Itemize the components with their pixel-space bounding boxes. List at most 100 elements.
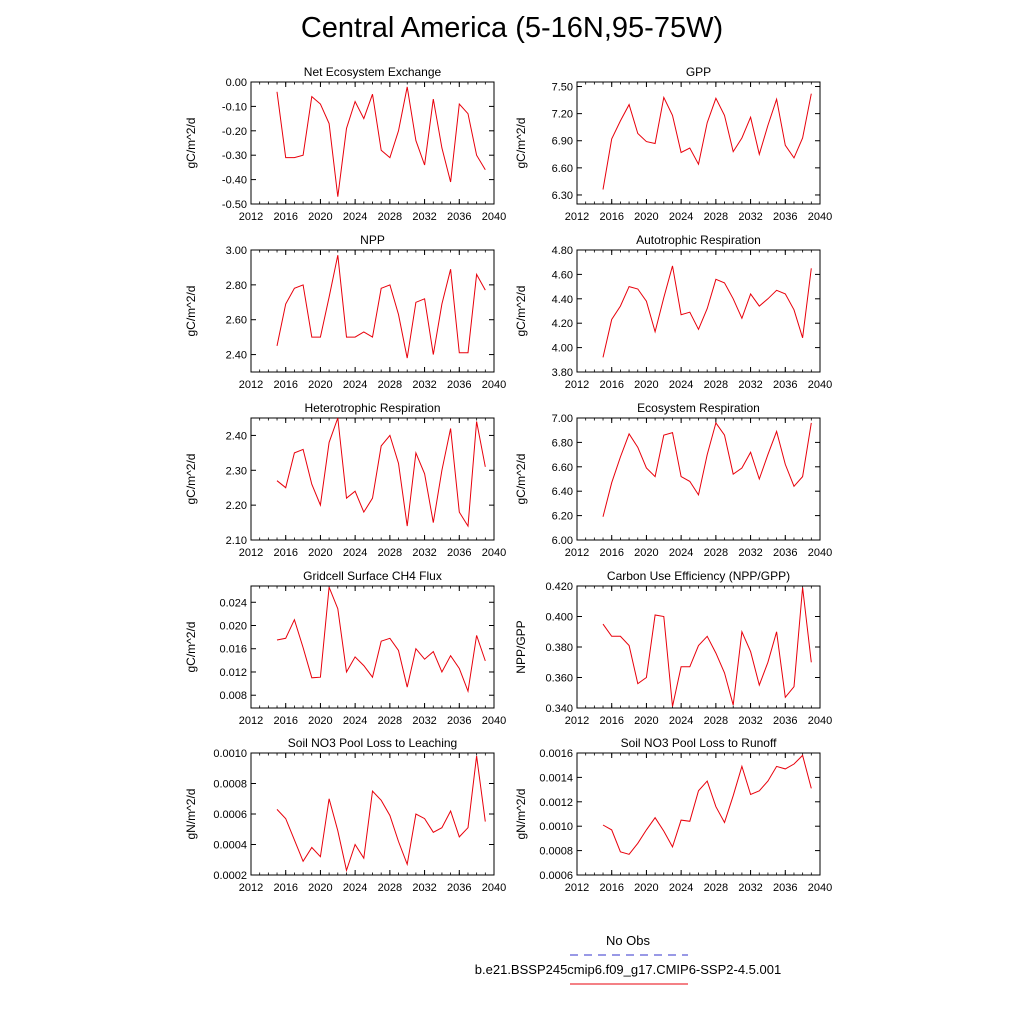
x-tick-label: 2040 [808,547,832,559]
x-tick-label: 2016 [273,211,297,223]
x-tick-label: 2040 [808,211,832,223]
x-tick-label: 2028 [704,211,728,223]
y-axis-label: gC/m^2/d [184,286,198,337]
y-axis-label: gC/m^2/d [184,622,198,673]
x-tick-label: 2036 [773,379,797,391]
y-tick-label: 0.0016 [539,748,573,760]
x-tick-label: 2040 [808,379,832,391]
figure-title: Central America (5-16N,95-75W) [300,12,724,44]
y-tick-label: 3.00 [226,245,247,257]
x-tick-label: 2028 [378,379,402,391]
chart-panel: Soil NO3 Pool Loss to Leaching 2012 2016 20… [184,736,506,894]
x-tick-label: 2036 [773,715,797,727]
x-tick-label: 2020 [308,379,332,391]
x-tick-label: 2020 [634,882,658,894]
x-tick-label: 2012 [239,882,263,894]
y-tick-label: 0.0006 [213,809,247,821]
plot-frame [576,752,821,876]
chart-panel: Autotrophic Respiration 2012 2016 2020 2024 2… [514,233,832,391]
x-tick-label: 2012 [565,882,589,894]
x-tick-label: 2028 [378,882,402,894]
y-tick-label: 0.0014 [539,772,573,784]
chart-panel: NPP 2012 2016 2020 2024 2028 2032 2036 2040 3.00 2… [184,233,506,391]
x-tick-label: 2016 [599,211,623,223]
y-tick-label: 2.30 [226,465,247,477]
x-tick-label: 2040 [482,547,506,559]
y-tick-label: 0.0010 [539,821,573,833]
y-tick-label: 0.0010 [213,748,247,760]
series-line [276,587,486,694]
y-axis-label: gC/m^2/d [184,118,198,169]
x-tick-label: 2028 [704,547,728,559]
y-tick-label: -0.40 [222,175,247,187]
chart-panel: Heterotrophic Respiration 2012 2016 2020 202… [184,401,506,559]
chart-title: GPP [686,65,711,79]
x-tick-label: 2036 [447,715,471,727]
plot-frame [576,249,821,373]
x-tick-label: 2024 [343,379,367,391]
y-tick-label: -0.10 [222,101,247,113]
x-tick-label: 2036 [447,211,471,223]
y-axis-label: gN/m^2/d [514,789,528,840]
y-tick-label: 0.008 [219,690,247,702]
legend-obs-label: No Obs [606,933,651,948]
y-tick-label: 0.0008 [539,846,573,858]
x-tick-label: 2024 [669,547,693,559]
x-tick-label: 2040 [482,882,506,894]
y-tick-label: 0.0008 [213,779,247,791]
x-tick-label: 2020 [634,379,658,391]
y-tick-label: 0.0006 [539,870,573,882]
y-tick-label: 7.00 [552,413,573,425]
x-tick-label: 2020 [308,547,332,559]
y-tick-label: 0.024 [219,597,247,609]
x-tick-label: 2032 [738,379,762,391]
y-tick-label: 0.0002 [213,870,247,882]
plot-frame [250,585,495,709]
y-tick-label: 2.60 [226,315,247,327]
y-tick-label: 6.80 [552,437,573,449]
x-tick-label: 2024 [343,715,367,727]
y-tick-label: 0.016 [219,644,247,656]
x-tick-label: 2028 [704,379,728,391]
x-tick-label: 2040 [482,715,506,727]
x-tick-label: 2040 [482,211,506,223]
x-tick-label: 2012 [565,715,589,727]
x-tick-label: 2036 [773,882,797,894]
x-tick-label: 2036 [773,211,797,223]
plot-frame [250,81,495,205]
x-tick-label: 2024 [343,211,367,223]
x-tick-label: 2016 [599,882,623,894]
series-line [602,587,812,707]
y-tick-label: 4.40 [552,294,573,306]
plot-frame [576,585,821,709]
x-tick-label: 2020 [634,211,658,223]
chart-panel: Ecosystem Respiration 2012 2016 2020 2024 202… [514,401,832,559]
x-tick-label: 2020 [308,715,332,727]
x-tick-label: 2024 [669,379,693,391]
x-tick-label: 2024 [669,715,693,727]
chart-title: Soil NO3 Pool Loss to Runoff [621,736,778,750]
y-tick-label: 0.0004 [213,840,247,852]
y-tick-label: 6.60 [552,163,573,175]
legend-case-label: b.e21.BSSP245cmip6.f09_g17.CMIP6-SSP2-4.… [475,962,781,977]
y-axis-label: gN/m^2/d [184,789,198,840]
chart-title: Carbon Use Efficiency (NPP/GPP) [607,569,790,583]
y-tick-label: 0.400 [545,612,573,624]
x-tick-label: 2032 [738,547,762,559]
x-tick-label: 2016 [273,547,297,559]
y-tick-label: 0.420 [545,581,573,593]
series-line [602,421,812,517]
x-tick-label: 2032 [412,882,436,894]
y-tick-label: 6.00 [552,535,573,547]
y-tick-label: 0.012 [219,667,247,679]
y-axis-label: NPP/GPP [514,620,528,673]
y-tick-label: 7.50 [552,82,573,94]
x-tick-label: 2012 [565,379,589,391]
y-tick-label: 0.360 [545,673,573,685]
x-tick-label: 2040 [808,882,832,894]
x-tick-label: 2024 [343,882,367,894]
x-tick-label: 2024 [343,547,367,559]
x-tick-label: 2028 [378,547,402,559]
y-tick-label: 4.60 [552,269,573,281]
